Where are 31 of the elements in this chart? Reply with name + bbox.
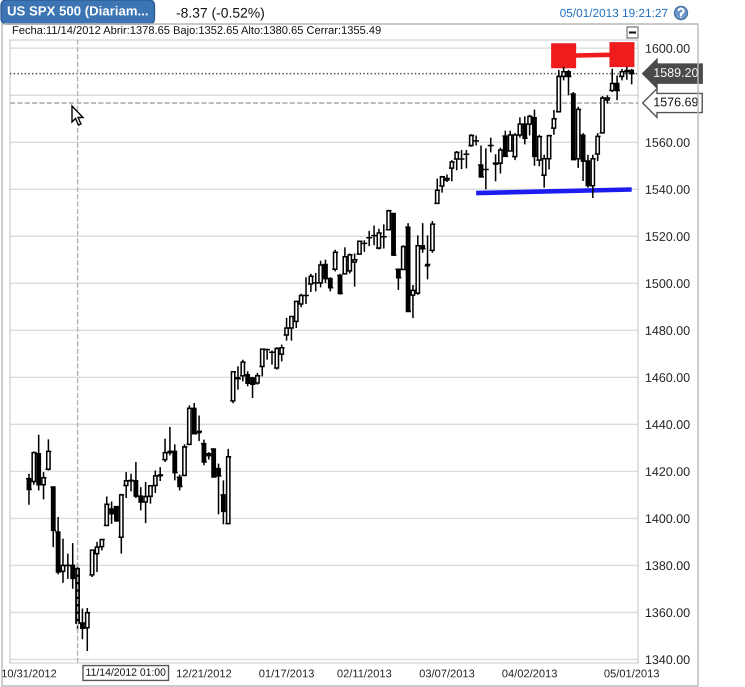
y-tick-label: 1340.00: [646, 655, 690, 664]
y-tick-label: 1500.00: [646, 279, 690, 288]
y-tick-label: 1600.00: [646, 44, 690, 53]
y-tick-label: 1460.00: [646, 373, 690, 382]
x-tick-label: 03/07/2013: [420, 669, 474, 678]
x-tick-label: 10/31/2012: [2, 669, 56, 678]
chart-subtitle: -8.37 (-0.52%): [176, 8, 264, 20]
y-tick-label: 1360.00: [646, 608, 690, 618]
x-tick-label: 05/01/2013: [604, 669, 659, 678]
y-tick-label: 1420.00: [646, 467, 690, 476]
x-tick-label: 04/02/2013: [502, 669, 557, 678]
text: Fecha:11/14/2012 Abrir:1378.65 Bajo:1352.65 Alto:1380.65 Cerrar:1355.49: [12, 26, 381, 36]
y-tick-label: 1400.00: [646, 514, 690, 524]
y-tick-label: 1480.00: [646, 326, 690, 335]
y-tick-label: 1440.00: [646, 420, 690, 430]
ref-line-label: 1589.20: [654, 68, 698, 77]
y-tick-label: 1380.00: [646, 561, 690, 570]
x-tick-label: 02/11/2013: [337, 669, 392, 678]
x-tick-label: 12/21/2012: [176, 669, 232, 678]
candlestick: [104, 496, 110, 527]
candlestick: [332, 248, 338, 272]
y-tick-label: 1560.00: [646, 138, 690, 147]
text: 05/01/2013 19:21:27: [560, 8, 668, 18]
ref-line-label: 1576.69: [654, 98, 698, 106]
y-tick-label: 1520.00: [646, 232, 690, 241]
text: 11/14/2012 01:00: [86, 668, 166, 676]
candlestick: [488, 136, 494, 154]
candlestick: [46, 438, 52, 472]
y-tick-label: 1540.00: [646, 185, 690, 194]
chart-title: US SPX 500 (Diariam...: [8, 6, 148, 18]
x-tick-label: 01/17/2013: [259, 669, 314, 678]
